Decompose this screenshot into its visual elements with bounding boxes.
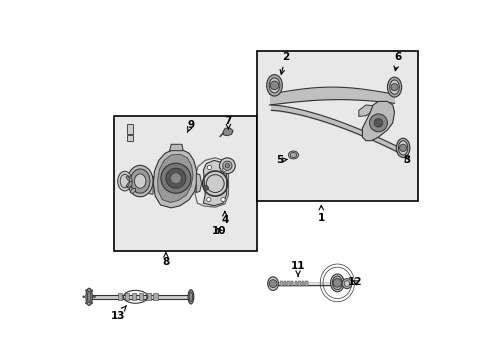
Polygon shape [125, 176, 132, 183]
Circle shape [85, 289, 87, 292]
Circle shape [207, 165, 211, 170]
Circle shape [203, 185, 208, 190]
Text: 1: 1 [317, 206, 324, 222]
Bar [305, 281, 307, 287]
Circle shape [369, 114, 386, 132]
Polygon shape [125, 181, 132, 188]
Bar [139, 293, 143, 300]
Bar [257, 51, 417, 202]
Circle shape [219, 158, 235, 174]
Circle shape [373, 118, 382, 127]
Circle shape [399, 144, 406, 152]
Text: 11: 11 [290, 261, 305, 276]
Polygon shape [157, 154, 193, 203]
Text: 9: 9 [187, 120, 194, 132]
Polygon shape [362, 102, 394, 141]
Circle shape [165, 168, 185, 188]
Text: 2: 2 [280, 52, 288, 74]
Ellipse shape [290, 153, 296, 157]
Circle shape [222, 167, 226, 171]
Ellipse shape [330, 274, 344, 292]
Text: 13: 13 [110, 306, 126, 321]
Circle shape [206, 175, 224, 193]
Ellipse shape [389, 80, 399, 94]
Polygon shape [153, 150, 197, 208]
Bar [153, 293, 157, 300]
Bar [280, 281, 282, 287]
Polygon shape [196, 174, 201, 193]
Ellipse shape [386, 77, 401, 97]
Bar [290, 281, 293, 287]
Bar [283, 281, 285, 287]
Circle shape [206, 198, 210, 202]
Circle shape [93, 296, 95, 298]
Bar [114, 116, 257, 251]
Ellipse shape [189, 292, 192, 302]
Ellipse shape [118, 171, 132, 191]
Circle shape [170, 173, 181, 184]
Bar [146, 293, 150, 300]
Text: 10: 10 [212, 226, 226, 236]
Circle shape [341, 279, 351, 289]
Ellipse shape [127, 165, 153, 197]
Ellipse shape [268, 78, 279, 93]
Circle shape [222, 161, 231, 170]
Ellipse shape [332, 276, 342, 290]
Circle shape [91, 302, 93, 304]
Circle shape [268, 280, 276, 288]
Text: 8: 8 [162, 252, 169, 267]
Text: 12: 12 [347, 277, 362, 287]
Bar [118, 293, 122, 300]
Ellipse shape [87, 291, 91, 302]
Polygon shape [358, 105, 373, 116]
Polygon shape [203, 160, 226, 206]
Bar [298, 281, 300, 287]
Ellipse shape [86, 288, 92, 305]
Text: 4: 4 [221, 212, 228, 225]
Bar [124, 293, 129, 300]
Circle shape [225, 163, 229, 168]
Ellipse shape [130, 169, 150, 193]
Bar [126, 123, 133, 134]
Circle shape [91, 289, 93, 292]
Polygon shape [169, 144, 183, 151]
Circle shape [221, 198, 225, 202]
Bar [126, 135, 133, 141]
Ellipse shape [288, 151, 298, 159]
Ellipse shape [188, 290, 193, 304]
Ellipse shape [395, 138, 409, 157]
Circle shape [390, 84, 397, 91]
Polygon shape [223, 128, 233, 136]
Polygon shape [130, 188, 135, 194]
Circle shape [82, 296, 84, 298]
Circle shape [332, 279, 341, 287]
Bar [294, 281, 296, 287]
Text: 7: 7 [224, 116, 232, 129]
Bar [301, 281, 304, 287]
Ellipse shape [398, 141, 407, 155]
Bar [89, 295, 192, 299]
Text: 5: 5 [276, 156, 286, 165]
Text: 6: 6 [393, 52, 401, 71]
Circle shape [161, 163, 190, 193]
Bar [287, 281, 289, 287]
Ellipse shape [267, 277, 278, 291]
Text: 3: 3 [403, 156, 410, 165]
Circle shape [270, 81, 278, 90]
Bar [132, 293, 136, 300]
Polygon shape [147, 176, 153, 194]
Ellipse shape [134, 174, 145, 188]
Circle shape [85, 302, 87, 304]
Ellipse shape [266, 75, 282, 96]
Circle shape [344, 281, 349, 287]
